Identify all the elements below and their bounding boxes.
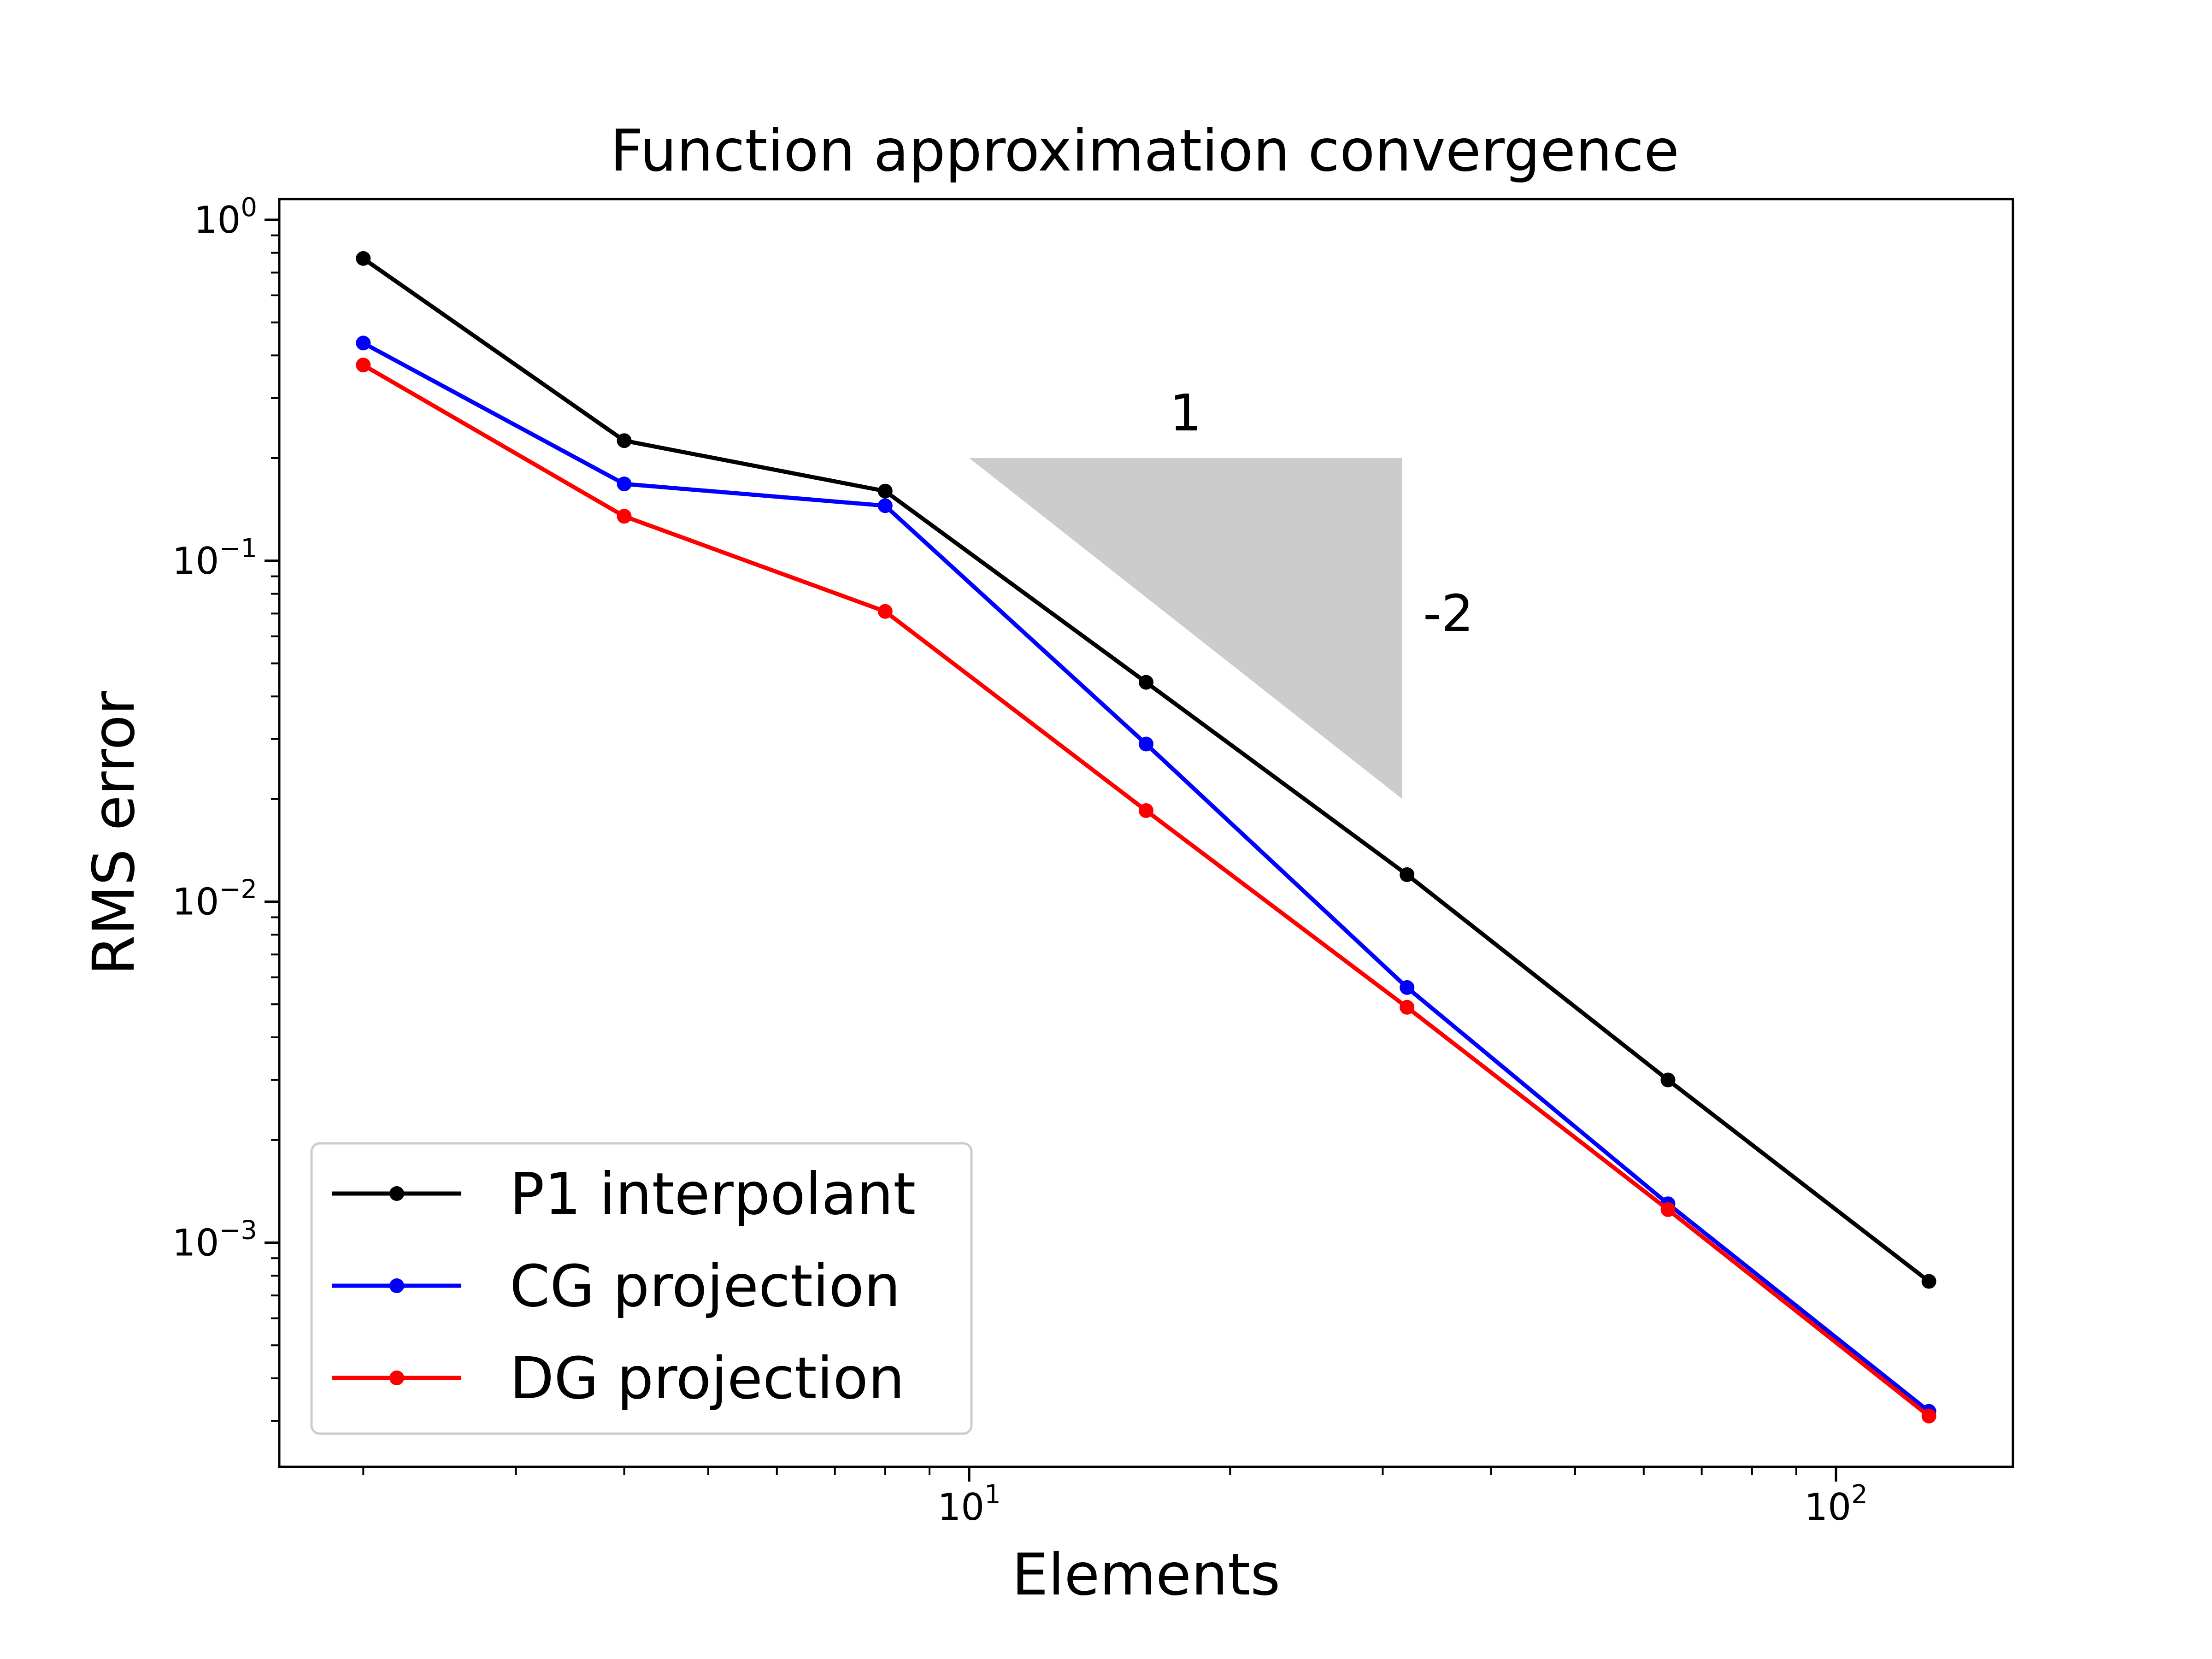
data-point — [617, 509, 632, 524]
y-tick-label: 10−2 — [172, 875, 257, 924]
data-point — [1660, 1202, 1676, 1217]
legend-label: CG projection — [510, 1253, 900, 1320]
data-point — [1660, 1072, 1676, 1088]
series-0 — [356, 251, 1936, 1289]
data-point — [1139, 675, 1153, 690]
y-axis-ticks: 100 10−1 10−2 10−3 — [172, 193, 279, 1422]
data-point — [1139, 803, 1153, 818]
y-axis-label: RMS error — [81, 691, 147, 975]
data-point — [1400, 980, 1415, 995]
y-tick-label: 100 — [194, 193, 257, 241]
data-point — [356, 335, 371, 351]
legend-marker — [389, 1278, 404, 1293]
legend-label: DG projection — [510, 1345, 905, 1412]
data-point — [877, 498, 893, 513]
legend-entry-1: CG projection — [332, 1253, 900, 1320]
slope-rise-label: -2 — [1423, 584, 1474, 643]
data-point — [617, 433, 632, 448]
legend-label: P1 interpolant — [510, 1161, 916, 1228]
chart-title: Function approximation convergence — [610, 118, 1679, 184]
data-point — [617, 477, 632, 492]
slope-run-label: 1 — [1170, 383, 1202, 442]
x-tick-label: 101 — [937, 1480, 1000, 1529]
legend-marker — [389, 1371, 404, 1385]
y-tick-label: 10−3 — [172, 1216, 257, 1265]
legend-entry-0: P1 interpolant — [332, 1161, 916, 1228]
plot-frame — [278, 198, 2014, 1468]
legend-marker — [389, 1186, 404, 1201]
data-point — [356, 358, 371, 373]
series-layer — [356, 251, 1936, 1424]
x-axis-ticks: 101 102 — [362, 1467, 1868, 1529]
x-axis-label: Elements — [1012, 1541, 1281, 1608]
legend-box — [310, 1142, 973, 1435]
legend: P1 interpolant CG projection DG projection — [310, 1142, 973, 1435]
legend-entry-2: DG projection — [332, 1345, 905, 1412]
data-point — [877, 604, 893, 619]
data-point — [1139, 736, 1153, 752]
data-point — [1921, 1408, 1936, 1424]
data-point — [1400, 867, 1415, 882]
legend-entries: P1 interpolant CG projection DG projection — [332, 1161, 916, 1412]
x-tick-label: 102 — [1804, 1480, 1867, 1529]
slope-triangle-group: 1 -2 — [969, 383, 1474, 799]
data-point — [1400, 1000, 1415, 1015]
data-point — [356, 251, 371, 266]
y-tick-label: 10−1 — [172, 534, 257, 582]
series-2 — [356, 358, 1936, 1424]
data-point — [877, 483, 893, 499]
data-point — [1921, 1274, 1936, 1289]
slope-triangle — [969, 458, 1402, 799]
